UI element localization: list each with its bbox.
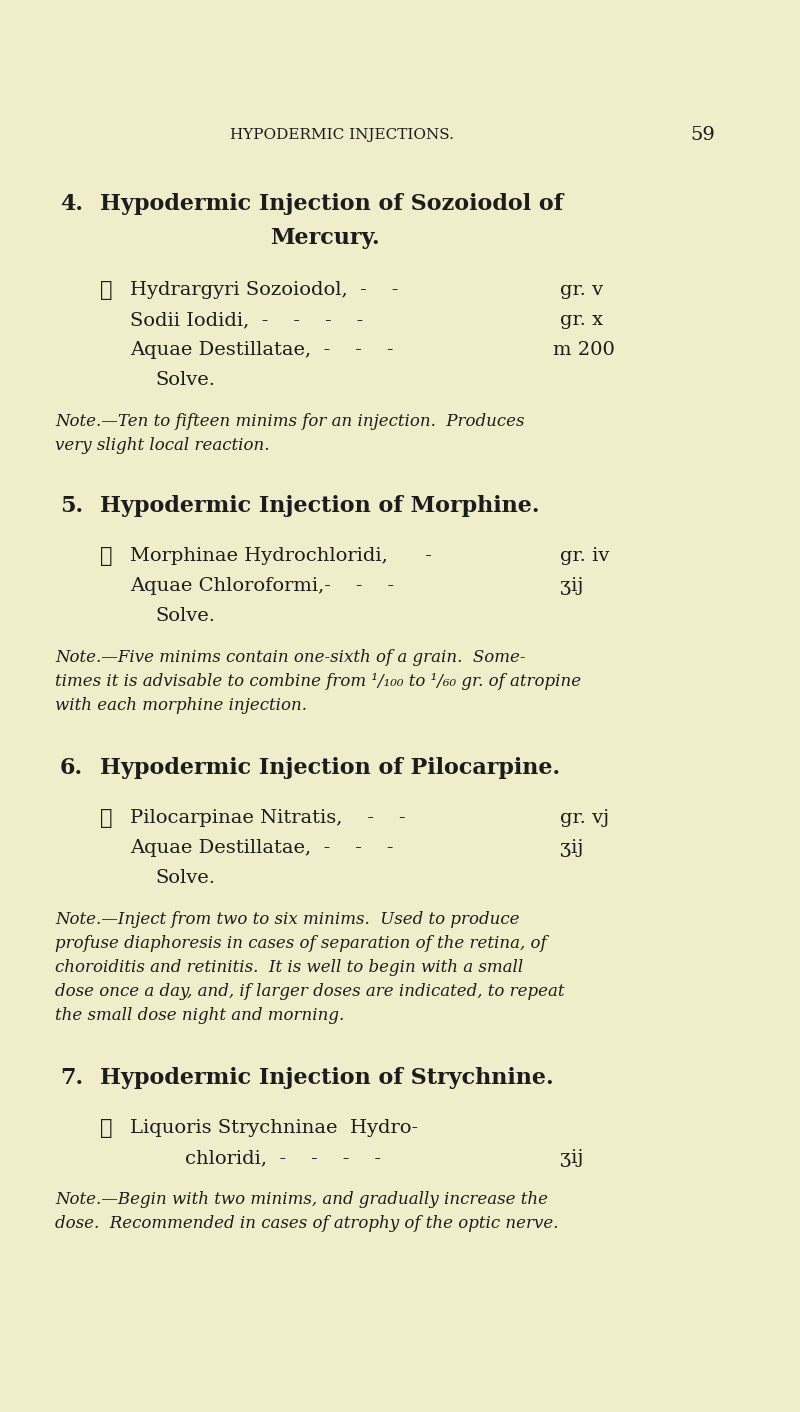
Text: ⅿ 200: ⅿ 200: [553, 342, 615, 359]
Text: Note.—Inject from two to six minims.  Used to produce: Note.—Inject from two to six minims. Use…: [55, 911, 519, 928]
Text: ℛ: ℛ: [100, 281, 113, 299]
Text: ʒij: ʒij: [560, 578, 583, 594]
Text: with each morphine injection.: with each morphine injection.: [55, 698, 307, 714]
Text: choroiditis and retinitis.  It is well to begin with a small: choroiditis and retinitis. It is well to…: [55, 959, 523, 976]
Text: 6.: 6.: [60, 757, 83, 779]
Text: 7.: 7.: [60, 1067, 83, 1089]
Text: HYPODERMIC INJECTIONS.: HYPODERMIC INJECTIONS.: [230, 128, 454, 143]
Text: dose.  Recommended in cases of atrophy of the optic nerve.: dose. Recommended in cases of atrophy of…: [55, 1214, 558, 1233]
Text: Hypodermic Injection of Morphine.: Hypodermic Injection of Morphine.: [100, 496, 539, 517]
Text: Aquae Chloroformi,-    -    -: Aquae Chloroformi,- - -: [130, 578, 394, 594]
Text: Hypodermic Injection of Pilocarpine.: Hypodermic Injection of Pilocarpine.: [100, 757, 560, 779]
Text: gr. v: gr. v: [560, 281, 603, 299]
Text: 5.: 5.: [60, 496, 83, 517]
Text: Note.—Begin with two minims, and gradually increase the: Note.—Begin with two minims, and gradual…: [55, 1190, 548, 1209]
Text: Sodii Iodidi,  -    -    -    -: Sodii Iodidi, - - - -: [130, 311, 363, 329]
Text: ʒij: ʒij: [560, 1149, 583, 1166]
Text: Note.—Five minims contain one-sixth of a grain.  Some-: Note.—Five minims contain one-sixth of a…: [55, 650, 526, 666]
Text: Hypodermic Injection of Sozoiodol of: Hypodermic Injection of Sozoiodol of: [100, 193, 563, 215]
Text: times it is advisable to combine from ¹/₁₀₀ to ¹/₆₀ gr. of atropine: times it is advisable to combine from ¹/…: [55, 674, 581, 690]
Text: Solve.: Solve.: [155, 607, 215, 626]
Text: the small dose night and morning.: the small dose night and morning.: [55, 1007, 344, 1024]
Text: very slight local reaction.: very slight local reaction.: [55, 436, 270, 455]
Text: dose once a day, and, if larger doses are indicated, to repeat: dose once a day, and, if larger doses ar…: [55, 983, 565, 1000]
Text: Aquae Destillatae,  -    -    -: Aquae Destillatae, - - -: [130, 342, 394, 359]
Text: Hydrargyri Sozoiodol,  -    -: Hydrargyri Sozoiodol, - -: [130, 281, 398, 299]
Text: Hypodermic Injection of Strychnine.: Hypodermic Injection of Strychnine.: [100, 1067, 554, 1089]
Text: ʒij: ʒij: [560, 839, 583, 857]
Text: profuse diaphoresis in cases of separation of the retina, of: profuse diaphoresis in cases of separati…: [55, 935, 546, 952]
Text: 4.: 4.: [60, 193, 83, 215]
Text: chloridi,  -    -    -    -: chloridi, - - - -: [185, 1149, 381, 1166]
Text: Morphinae Hydrochloridi,      -: Morphinae Hydrochloridi, -: [130, 546, 432, 565]
Text: 59: 59: [690, 126, 715, 144]
Text: gr. x: gr. x: [560, 311, 603, 329]
Text: gr. vj: gr. vj: [560, 809, 609, 827]
Text: gr. iv: gr. iv: [560, 546, 610, 565]
Text: Liquoris Strychninae  Hydro-: Liquoris Strychninae Hydro-: [130, 1118, 418, 1137]
Text: ℛ: ℛ: [100, 1118, 113, 1138]
Text: ℛ: ℛ: [100, 809, 113, 827]
Text: ℛ: ℛ: [100, 546, 113, 566]
Text: Aquae Destillatae,  -    -    -: Aquae Destillatae, - - -: [130, 839, 394, 857]
Text: Note.—Ten to fifteen minims for an injection.  Produces: Note.—Ten to fifteen minims for an injec…: [55, 412, 525, 431]
Text: Pilocarpinae Nitratis,    -    -: Pilocarpinae Nitratis, - -: [130, 809, 406, 827]
Text: Mercury.: Mercury.: [270, 227, 380, 249]
Text: Solve.: Solve.: [155, 868, 215, 887]
Text: Solve.: Solve.: [155, 371, 215, 388]
